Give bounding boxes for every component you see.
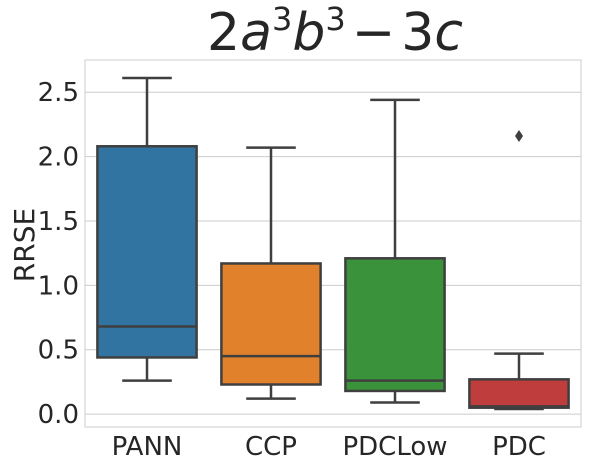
y-tick-label: 1.5 — [38, 207, 79, 237]
x-tick-labels: PANN CCP PDCLow PDC — [112, 432, 546, 462]
box-ccp — [220, 146, 322, 400]
title-var-c: c — [434, 3, 463, 63]
x-tick-label: PDCLow — [342, 432, 447, 462]
title-var-a: a — [240, 3, 272, 63]
x-tick-label: CCP — [245, 432, 297, 462]
y-tick-label: 2.5 — [38, 78, 79, 108]
chart-title: 2a3b3−3c — [207, 0, 463, 63]
box-iqr — [96, 145, 198, 359]
box-pdc — [468, 129, 570, 411]
title-exp-a: 3 — [272, 0, 292, 38]
y-tick-labels: 0.0 0.5 1.0 1.5 2.0 2.5 — [38, 78, 79, 430]
x-tick-label: PDC — [492, 432, 546, 462]
boxes-layer — [96, 76, 570, 411]
box-iqr — [344, 257, 446, 393]
box-pann — [96, 76, 198, 382]
y-tick-label: 2.0 — [38, 143, 79, 173]
title-coef-a: 2 — [207, 3, 240, 63]
box-iqr — [220, 262, 322, 386]
title-operator: − — [352, 3, 396, 63]
title-var-b: b — [292, 3, 325, 63]
y-tick-label: 1.0 — [38, 271, 79, 301]
title-exp-b: 3 — [325, 0, 345, 38]
y-axis-label: RRSE — [8, 208, 41, 282]
y-tick-label: 0.5 — [38, 336, 79, 366]
y-tick-label: 0.0 — [38, 400, 79, 430]
box-pdclow — [344, 98, 446, 404]
box-iqr — [468, 378, 570, 409]
plot-frame — [84, 59, 582, 428]
x-tick-label: PANN — [112, 432, 183, 462]
title-coef-c: 3 — [401, 3, 434, 63]
flier-point — [515, 129, 523, 142]
